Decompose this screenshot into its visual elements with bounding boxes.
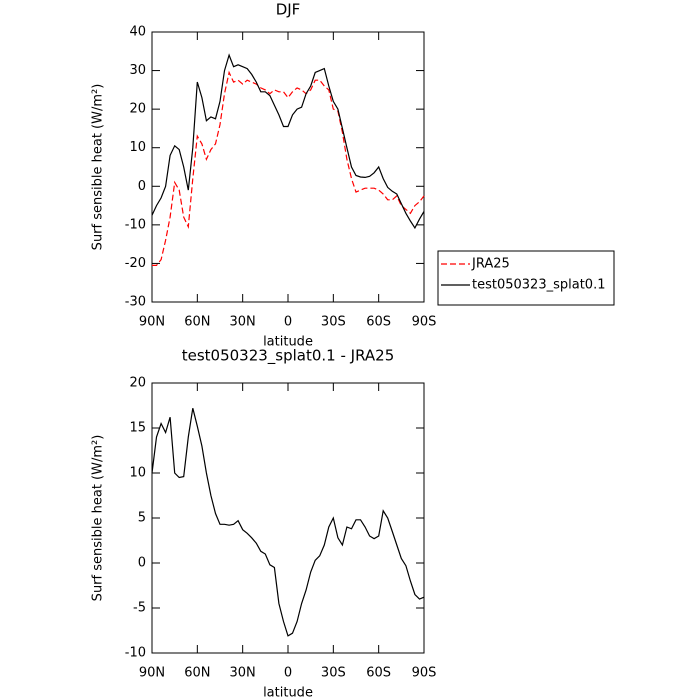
x-tick-label: 60N [184,315,210,330]
x-tick-label: 0 [284,315,292,330]
x-tick-label: 30S [321,315,346,330]
x-axis-label: latitude [263,335,313,350]
y-tick-label: -5 [133,601,146,616]
x-tick-label: 60S [366,315,391,330]
y-tick-label: 15 [129,421,146,436]
y-tick-label: -10 [125,646,146,661]
x-tick-label: 30S [321,666,346,681]
y-tick-label: 0 [138,556,146,571]
y-tick-label: 20 [129,376,146,391]
y-axis-label: Surf sensible heat (W/m²) [91,84,106,251]
y-tick-label: 10 [129,466,146,481]
x-tick-label: 60S [366,666,391,681]
legend-label: test050323_splat0.1 [472,278,605,293]
y-tick-label: 30 [129,63,146,78]
y-tick-label: -10 [125,217,146,232]
x-tick-label: 90N [139,315,165,330]
x-tick-label: 0 [284,666,292,681]
plot-frame [151,382,425,654]
legend-label: JRA25 [471,257,510,272]
x-tick-label: 30N [230,666,256,681]
y-tick-label: -30 [125,295,146,310]
plot-frame [151,31,425,303]
x-tick-label: 30N [230,315,256,330]
x-tick-label: 60N [184,666,210,681]
y-axis-label: Surf sensible heat (W/m²) [91,435,106,602]
y-tick-label: 20 [129,102,146,117]
x-tick-label: 90S [412,315,437,330]
data-line [151,408,425,637]
y-tick-label: 5 [138,511,146,526]
legend-frame [437,250,615,306]
chart-title: DJF [276,1,301,19]
y-tick-label: 10 [129,140,146,155]
x-axis-label: latitude [263,686,313,700]
y-tick-label: 40 [129,25,146,40]
x-tick-label: 90N [139,666,165,681]
y-tick-label: 0 [138,179,146,194]
x-tick-label: 90S [412,666,437,681]
y-tick-label: -20 [125,256,146,271]
data-line [152,70,425,266]
data-line [151,53,425,230]
chart-title: test050323_splat0.1 - JRA25 [182,347,395,366]
